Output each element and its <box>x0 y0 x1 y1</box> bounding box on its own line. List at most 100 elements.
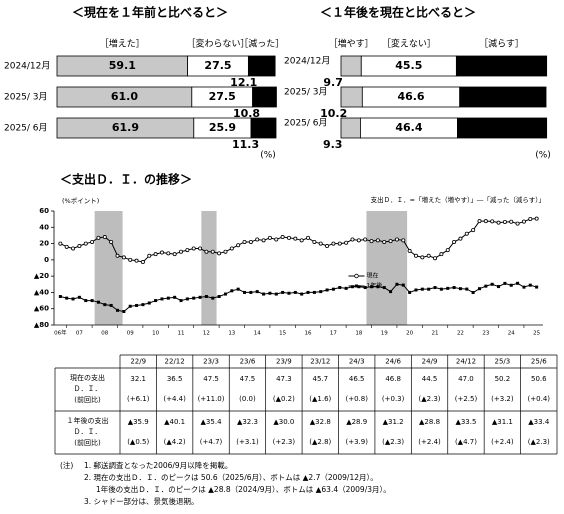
bar-segment <box>457 117 548 139</box>
legend-label: ［増えた］ <box>100 38 145 50</box>
point-marker <box>344 240 349 245</box>
chart-title: ＜現在を１年前と比べると＞ <box>72 5 228 20</box>
point-marker <box>477 287 481 291</box>
point-marker <box>325 244 330 249</box>
category-label: 2024/12月 <box>4 61 50 72</box>
point-marker <box>255 237 260 242</box>
point-marker <box>128 304 132 308</box>
row-label: Ｄ．Ｉ． <box>74 428 102 436</box>
x-tick-label: 16 <box>305 331 312 337</box>
point-marker <box>502 219 507 224</box>
table-change: (+2.4) <box>491 438 514 446</box>
point-marker <box>274 292 278 296</box>
table-value: ▲32.8 <box>310 418 331 426</box>
table-value: ▲31.1 <box>492 418 513 426</box>
point-marker <box>160 297 164 301</box>
shading <box>201 211 217 325</box>
point-marker <box>370 285 374 289</box>
series-line <box>60 282 537 313</box>
point-marker <box>414 288 418 292</box>
value-label: 25.9 <box>209 121 236 134</box>
point-marker <box>204 295 208 298</box>
shading <box>366 211 408 325</box>
value-label: 61.9 <box>112 121 139 134</box>
point-marker <box>217 251 222 256</box>
point-marker <box>242 239 247 244</box>
point-marker <box>426 253 431 258</box>
point-marker <box>521 219 526 224</box>
y-tick-label: ▲80 <box>34 321 49 329</box>
point-marker <box>509 283 513 287</box>
point-marker <box>446 286 450 290</box>
point-marker <box>71 297 75 301</box>
x-tick-label: 14 <box>254 331 261 337</box>
point-marker <box>325 288 329 292</box>
point-marker <box>464 231 469 236</box>
point-marker <box>286 235 291 240</box>
value-label: 41.3 <box>489 90 516 103</box>
legend-marker <box>355 284 358 288</box>
table-change: (+3.2) <box>491 395 514 403</box>
point-marker <box>211 296 215 300</box>
table-change: (+0.8) <box>345 395 368 403</box>
table-value: 47.0 <box>458 375 474 383</box>
table-header: 23/12 <box>310 358 330 366</box>
point-marker <box>115 253 120 258</box>
point-marker <box>64 244 69 249</box>
point-marker <box>154 299 158 303</box>
table-change: (+11.0) <box>198 395 225 403</box>
point-marker <box>331 287 335 291</box>
point-marker <box>185 297 189 301</box>
table-value: ▲32.3 <box>237 418 258 426</box>
value-label: 10.8 <box>233 107 260 120</box>
point-marker <box>248 239 253 244</box>
y-tick-label: 60 <box>39 207 49 215</box>
point-marker <box>389 290 393 294</box>
point-marker <box>223 249 228 254</box>
point-marker <box>427 287 431 291</box>
table-header: 24/9 <box>422 358 438 366</box>
table-value: ▲33.4 <box>528 418 550 426</box>
chart-note: 支出Ｄ．Ｉ．=「増えた（増やす）」―「減った（減らす）」 <box>371 195 545 204</box>
point-marker <box>185 248 190 253</box>
table-header: 25/3 <box>495 358 511 366</box>
point-marker <box>58 241 63 246</box>
table-header: 24/12 <box>456 358 476 366</box>
legend-label: ［変えない］ <box>382 38 436 50</box>
point-marker <box>179 249 184 254</box>
point-marker <box>77 244 82 249</box>
table-change: (+0.4) <box>528 395 551 403</box>
table-value: 45.7 <box>312 375 328 383</box>
point-marker <box>439 287 443 291</box>
point-marker <box>350 285 354 289</box>
point-marker <box>350 237 355 242</box>
table-header: 24/3 <box>349 358 365 366</box>
point-marker <box>534 216 539 221</box>
point-marker <box>363 237 368 242</box>
point-marker <box>128 257 133 262</box>
table-change: (▲0.5) <box>127 438 149 446</box>
x-tick-label: 07 <box>76 331 83 337</box>
value-label: 46.4 <box>395 121 422 134</box>
table-value: 44.5 <box>422 375 438 383</box>
table-change: (+4.7) <box>200 438 223 446</box>
point-marker <box>300 292 304 296</box>
point-marker <box>236 287 240 291</box>
bar-segment <box>247 55 276 77</box>
table-header: 23/3 <box>203 358 219 366</box>
y-tick-label: 20 <box>39 240 49 248</box>
table-value: 50.6 <box>531 375 547 383</box>
x-tick-label: 13 <box>228 331 235 337</box>
value-label: 27.5 <box>204 59 231 72</box>
table-value: ▲31.2 <box>383 418 404 426</box>
point-marker <box>496 220 501 225</box>
note-line: 1年後の支出Ｄ．Ｉ．のピークは ▲28.8（2024/9月）、ボトムは ▲63.… <box>96 484 391 494</box>
shading <box>94 211 123 325</box>
unit-label: (%) <box>535 151 551 161</box>
point-marker <box>229 246 234 251</box>
y-tick-label: ▲60 <box>34 305 49 313</box>
point-marker <box>484 284 488 288</box>
value-label: 61.0 <box>111 90 138 103</box>
x-tick-label: 18 <box>355 331 362 337</box>
table-change: (+0.3) <box>382 395 405 403</box>
